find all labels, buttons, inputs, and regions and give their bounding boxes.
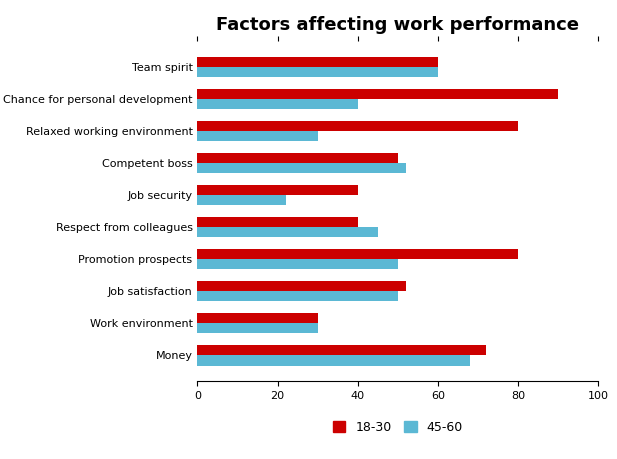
Bar bbox=[197, 121, 518, 131]
Title: Factors affecting work performance: Factors affecting work performance bbox=[217, 16, 579, 34]
Bar bbox=[197, 163, 406, 174]
Bar bbox=[197, 249, 518, 259]
Bar bbox=[197, 153, 398, 163]
Bar bbox=[197, 313, 318, 323]
Bar bbox=[197, 99, 358, 109]
Bar bbox=[197, 355, 470, 365]
Bar bbox=[197, 227, 378, 237]
Legend: 18-30, 45-60: 18-30, 45-60 bbox=[333, 421, 463, 434]
Bar bbox=[197, 57, 438, 67]
Bar bbox=[197, 185, 358, 195]
Bar bbox=[197, 195, 286, 205]
Bar bbox=[197, 323, 318, 334]
Bar bbox=[197, 131, 318, 141]
Bar bbox=[197, 217, 358, 227]
Bar bbox=[197, 291, 398, 302]
Bar bbox=[197, 345, 486, 355]
Bar bbox=[197, 89, 558, 99]
Bar bbox=[197, 281, 406, 291]
Bar bbox=[197, 67, 438, 77]
Bar bbox=[197, 259, 398, 269]
